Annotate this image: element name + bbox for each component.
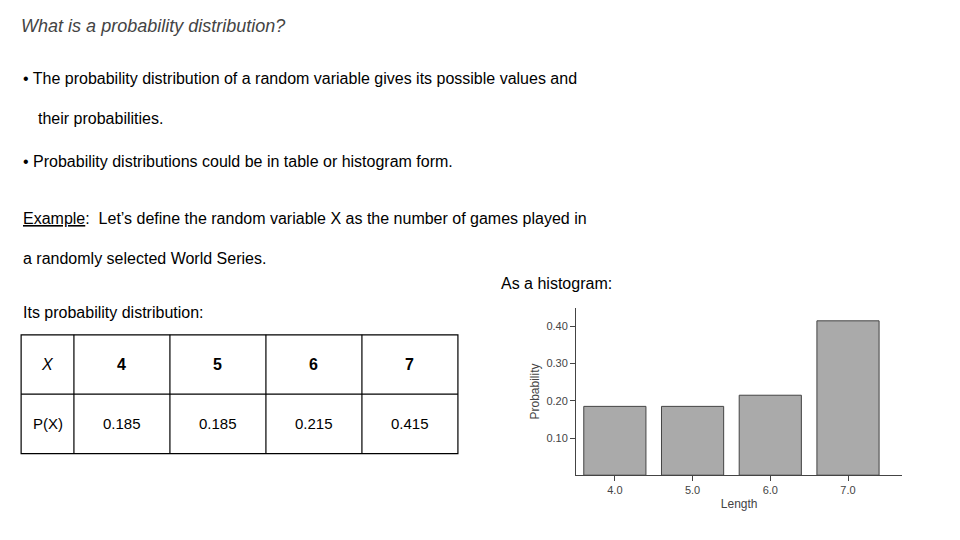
- svg-text:6: 6: [309, 356, 318, 373]
- svg-text:0.415: 0.415: [391, 415, 429, 432]
- svg-text:5.0: 5.0: [685, 484, 700, 496]
- svg-text:7: 7: [405, 356, 414, 373]
- svg-text:4: 4: [117, 356, 126, 373]
- svg-text:0.40: 0.40: [546, 320, 567, 332]
- svg-text:Its probability distribution:: Its probability distribution:: [23, 304, 204, 321]
- svg-text:0.185: 0.185: [103, 415, 141, 432]
- svg-text:their probabilities.: their probabilities.: [38, 110, 163, 127]
- svg-text:5: 5: [213, 356, 222, 373]
- svg-text:X: X: [41, 356, 54, 373]
- svg-text:Probability: Probability: [528, 363, 542, 419]
- svg-text:P(X): P(X): [33, 415, 63, 432]
- svg-text:a randomly selected World Seri: a randomly selected World Series.: [23, 250, 266, 267]
- svg-text:0.10: 0.10: [546, 432, 567, 444]
- svg-text:0.215: 0.215: [295, 415, 333, 432]
- svg-text:• The probability distribution: • The probability distribution of a rand…: [23, 70, 577, 87]
- svg-text:4.0: 4.0: [607, 484, 622, 496]
- svg-text:What is a probability distribu: What is a probability distribution?: [21, 16, 285, 36]
- svg-text:0.30: 0.30: [546, 357, 567, 369]
- svg-text:6.0: 6.0: [763, 484, 778, 496]
- svg-text:Length: Length: [721, 497, 758, 511]
- svg-text:• Probability distributions co: • Probability distributions could be in …: [23, 153, 453, 170]
- svg-text:0.20: 0.20: [546, 395, 567, 407]
- svg-text:7.0: 7.0: [840, 484, 855, 496]
- svg-text:0.185: 0.185: [199, 415, 237, 432]
- svg-text:As a histogram:: As a histogram:: [501, 275, 612, 292]
- svg-text:Example: Let’s define the ran: Example: Let’s define the random variabl…: [23, 210, 587, 227]
